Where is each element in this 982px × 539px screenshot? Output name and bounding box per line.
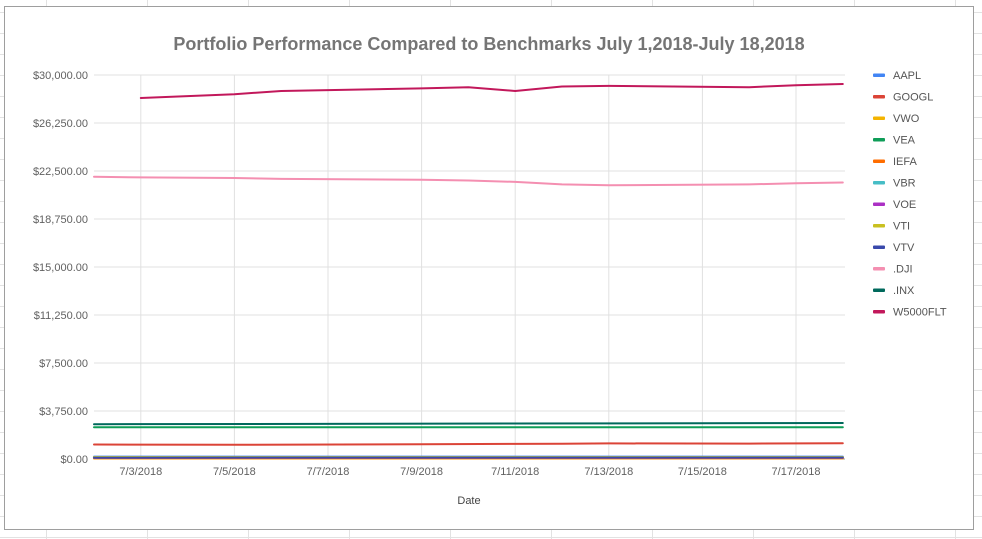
legend-swatch xyxy=(873,138,885,142)
legend-label: GOOGL xyxy=(893,92,933,104)
legend-label: VEA xyxy=(893,135,916,147)
x-tick-label: 7/5/2018 xyxy=(213,466,256,478)
x-axis-ticks: 7/3/2018 7/5/2018 7/7/2018 7/9/2018 7/11/201… xyxy=(119,466,820,478)
x-tick-label: 7/15/2018 xyxy=(678,466,727,478)
y-tick-label: $15,000.00 xyxy=(33,262,88,274)
chart-title: Portfolio Performance Compared to Benchm… xyxy=(173,34,804,54)
gridlines xyxy=(94,74,845,460)
legend-label: .DJI xyxy=(893,264,913,276)
legend-item[interactable]: .DJI xyxy=(873,264,913,276)
legend-label: .INX xyxy=(893,285,915,297)
y-axis-ticks: $0.00 $3,750.00 $7,500.00 $11,250.00 $15,000… xyxy=(33,70,88,466)
legend-item[interactable]: VTI xyxy=(873,221,910,233)
x-tick-label: 7/3/2018 xyxy=(119,466,162,478)
legend-swatch xyxy=(873,267,885,271)
x-tick-label: 7/9/2018 xyxy=(400,466,443,478)
y-tick-label: $22,500.00 xyxy=(33,166,88,178)
legend-swatch xyxy=(873,116,885,120)
series-line-dji[interactable] xyxy=(93,175,844,187)
legend-swatch xyxy=(873,288,885,292)
legend-swatch xyxy=(873,202,885,206)
legend-swatch xyxy=(873,245,885,249)
legend-label: IEFA xyxy=(893,156,918,168)
legend-label: VBR xyxy=(893,178,916,190)
legend-swatch xyxy=(873,159,885,163)
legend-label: VTV xyxy=(893,242,915,254)
legend-swatch xyxy=(873,95,885,99)
legend-item[interactable]: .INX xyxy=(873,285,915,297)
x-tick-label: 7/17/2018 xyxy=(772,466,821,478)
legend-item[interactable]: AAPL xyxy=(873,70,921,82)
legend-label: AAPL xyxy=(893,70,921,82)
series-line-w5000flt[interactable] xyxy=(139,83,844,99)
legend-label: VOE xyxy=(893,199,916,211)
legend-label: W5000FLT xyxy=(893,307,947,319)
legend-item[interactable]: VTV xyxy=(873,242,915,254)
legend-item[interactable]: VBR xyxy=(873,178,916,190)
legend-swatch xyxy=(873,73,885,77)
legend-item[interactable]: IEFA xyxy=(873,156,918,168)
y-tick-label: $11,250.00 xyxy=(34,310,88,322)
legend-label: VWO xyxy=(893,113,920,125)
series-lines xyxy=(93,83,844,460)
legend-item[interactable]: W5000FLT xyxy=(873,307,947,319)
x-axis-label: Date xyxy=(457,495,480,507)
y-tick-label: $30,000.00 xyxy=(33,70,88,82)
legend-item[interactable]: GOOGL xyxy=(873,92,933,104)
legend-item[interactable]: VEA xyxy=(873,135,916,147)
legend-item[interactable]: VWO xyxy=(873,113,920,125)
y-tick-label: $26,250.00 xyxy=(33,118,88,130)
legend-swatch xyxy=(873,310,885,314)
y-tick-label: $18,750.00 xyxy=(33,214,88,226)
legend-label: VTI xyxy=(893,221,910,233)
y-tick-label: $0.00 xyxy=(60,454,88,466)
y-tick-label: $3,750.00 xyxy=(39,406,88,418)
x-tick-label: 7/11/2018 xyxy=(491,466,539,478)
legend: AAPL GOOGL VWO VEA IEFA VBR VOE VTI VTV .DJI .INX W… xyxy=(873,70,947,319)
legend-swatch xyxy=(873,181,885,185)
x-tick-label: 7/13/2018 xyxy=(584,466,633,478)
series-line-inx[interactable] xyxy=(93,422,844,426)
y-tick-label: $7,500.00 xyxy=(39,358,88,370)
series-line-googl[interactable] xyxy=(93,442,844,446)
legend-item[interactable]: VOE xyxy=(873,199,916,211)
x-tick-label: 7/7/2018 xyxy=(307,466,350,478)
legend-swatch xyxy=(873,224,885,228)
